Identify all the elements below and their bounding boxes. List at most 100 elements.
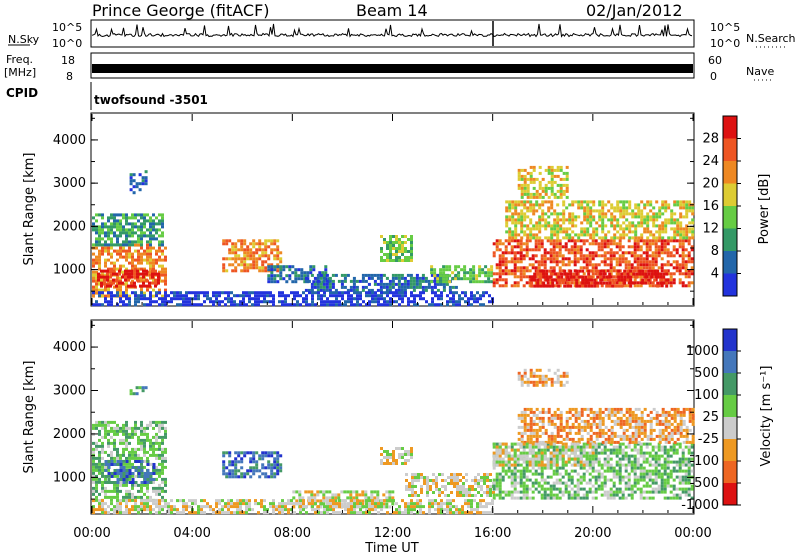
heat-cell — [101, 450, 104, 454]
heat-cell — [110, 261, 113, 265]
heat-cell — [414, 473, 417, 476]
heat-cell — [322, 499, 326, 503]
heat-cell — [340, 282, 344, 286]
heat-cell — [507, 272, 511, 276]
heat-cell — [386, 253, 389, 256]
heat-cell — [529, 171, 533, 175]
heat-cell — [519, 257, 523, 261]
heat-cell — [591, 490, 595, 494]
heat-cell — [519, 269, 523, 273]
heat-cell — [643, 206, 647, 210]
heat-cell — [540, 493, 544, 497]
heat-cell — [514, 209, 518, 213]
heat-cell — [549, 257, 553, 261]
heat-cell — [523, 206, 527, 210]
heat-cell — [92, 441, 95, 445]
heat-cell — [580, 200, 584, 204]
heat-cell — [364, 273, 368, 277]
heat-cell — [230, 291, 233, 295]
heat-cell — [681, 481, 685, 485]
heat-cell — [654, 242, 658, 246]
heat-cell — [128, 475, 132, 478]
heat-cell — [151, 269, 154, 273]
heat-cell — [554, 278, 558, 282]
heat-cell — [104, 240, 107, 244]
heat-cell — [522, 469, 526, 473]
heat-cell — [240, 245, 244, 249]
heat-cell — [648, 478, 652, 482]
heat-cell — [95, 468, 98, 472]
heat-cell — [392, 450, 395, 453]
heat-cell — [276, 254, 280, 258]
heat-cell — [510, 481, 514, 485]
heat-cell — [260, 291, 263, 295]
heat-cell — [552, 239, 556, 243]
heat-cell — [541, 189, 545, 193]
heat-cell — [341, 297, 344, 301]
heat-cell — [601, 212, 605, 216]
heat-cell — [558, 496, 562, 500]
heat-cell — [92, 258, 95, 262]
heat-cell — [128, 249, 131, 253]
heat-cell — [391, 285, 395, 289]
heat-cell — [95, 273, 98, 277]
heat-cell — [618, 248, 622, 252]
heat-cell — [523, 230, 527, 234]
heat-cell — [640, 218, 644, 222]
heat-cell — [526, 215, 530, 219]
heat-cell — [389, 241, 392, 244]
heat-cell — [347, 297, 350, 301]
heat-cell — [152, 237, 155, 241]
heat-cell — [267, 274, 271, 278]
heat-cell — [591, 266, 595, 270]
heat-cell — [221, 300, 224, 304]
heat-cell — [329, 291, 332, 295]
heat-cell — [519, 472, 523, 476]
heat-cell — [498, 284, 502, 288]
heat-cell — [252, 254, 256, 258]
heat-cell — [161, 219, 164, 223]
heat-cell — [640, 215, 644, 219]
heat-cell — [684, 248, 688, 252]
heat-cell — [442, 280, 446, 284]
heat-cell — [452, 297, 455, 301]
heat-cell — [264, 451, 268, 455]
heat-cell — [276, 251, 280, 255]
heat-cell — [155, 237, 158, 241]
heat-cell — [249, 263, 253, 267]
heat-cell — [350, 300, 353, 304]
heat-cell — [573, 469, 577, 473]
heat-cell — [610, 206, 614, 210]
heat-cell — [442, 282, 446, 286]
heat-cell — [137, 294, 140, 298]
heat-cell — [472, 268, 476, 272]
heat-cell — [270, 248, 274, 252]
heat-cell — [273, 242, 277, 246]
heat-cell — [246, 263, 250, 267]
heat-cell — [295, 499, 299, 503]
heat-cell — [234, 242, 238, 246]
heat-cell — [501, 263, 505, 267]
heat-cell — [489, 491, 492, 494]
heat-cell — [504, 490, 508, 494]
heat-cell — [113, 441, 116, 445]
heat-cell — [535, 203, 539, 207]
heat-cell — [457, 277, 461, 281]
heat-cell — [313, 496, 317, 500]
heat-cell — [541, 209, 545, 213]
heat-cell — [116, 213, 119, 217]
heat-cell — [272, 297, 275, 301]
heat-cell — [389, 462, 392, 465]
heat-cell — [563, 278, 567, 282]
heat-cell — [670, 209, 674, 213]
heat-cell — [652, 236, 656, 240]
heat-cell — [657, 490, 661, 494]
heat-cell — [556, 189, 560, 193]
nsky-label: N.Sky — [8, 33, 40, 46]
heat-cell — [564, 469, 568, 473]
heat-cell — [555, 242, 559, 246]
heat-cell — [435, 485, 438, 488]
heat-cell — [517, 221, 521, 225]
heat-cell — [585, 469, 589, 473]
heat-cell — [538, 218, 542, 222]
